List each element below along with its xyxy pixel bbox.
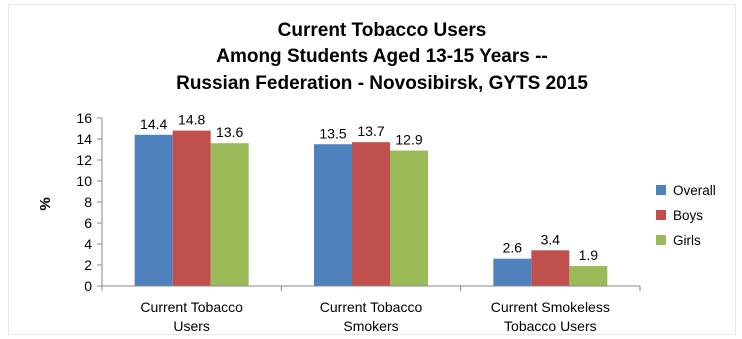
bars (134, 130, 608, 286)
chart-border (8, 4, 736, 335)
bar-girls-2 (390, 150, 428, 286)
legend-swatch-boys (656, 210, 666, 220)
legend-swatch-girls (656, 235, 666, 245)
y-tick-label: 2 (84, 257, 92, 273)
x-category-label: Users (173, 318, 210, 334)
legend: Overall Boys Girls (656, 183, 716, 248)
chart-title-line-2: Among Students Aged 13-15 Years -- (216, 46, 548, 67)
y-tick-label: 14 (76, 131, 92, 147)
bar-girls-1 (210, 143, 249, 286)
bar-boys-3 (531, 250, 570, 286)
data-label-girls-2: 12.9 (395, 132, 422, 148)
legend-label-overall: Overall (673, 183, 716, 198)
y-tick-label: 8 (84, 194, 92, 210)
x-category-label: Current Tobacco (140, 299, 243, 315)
data-label-overall-3: 2.6 (503, 240, 523, 256)
legend-label-boys: Boys (673, 208, 703, 223)
y-axis: 0 2 4 6 8 10 12 14 16% (37, 110, 103, 294)
y-tick-label: 6 (84, 215, 92, 231)
bar-boys-1 (172, 130, 211, 286)
x-category-label: Current Smokeless (491, 299, 610, 315)
data-labels: 14.4 13.5 2.6 14.8 13.7 3.4 13.6 12.9 1.9 (140, 112, 598, 263)
y-axis-title: % (37, 197, 54, 210)
y-tick-label: 10 (76, 173, 92, 189)
y-tick-label: 16 (76, 110, 92, 126)
data-label-girls-3: 1.9 (579, 247, 599, 263)
bar-overall-2 (314, 144, 352, 286)
x-axis: Current Tobacco Users Current Tobacco Smoke… (101, 285, 641, 334)
data-label-girls-1: 13.6 (216, 124, 243, 140)
legend-label-girls: Girls (673, 233, 701, 248)
data-label-boys-2: 13.7 (357, 123, 384, 139)
data-label-boys-1: 14.8 (178, 112, 205, 128)
x-category-label: Smokers (343, 318, 398, 334)
bar-overall-1 (134, 134, 173, 286)
chart-title: Current Tobacco Users Among Students Aged… (176, 20, 588, 94)
y-tick-label: 0 (84, 278, 92, 294)
x-category-label: Tobacco Users (504, 318, 597, 334)
legend-swatch-overall (656, 185, 666, 195)
chart-title-line-1: Current Tobacco Users (278, 20, 487, 41)
y-tick-label: 12 (76, 152, 92, 168)
data-label-overall-1: 14.4 (140, 116, 167, 132)
bar-girls-3 (569, 266, 608, 286)
chart-title-line-3: Russian Federation - Novosibirsk, GYTS 2… (176, 73, 588, 94)
data-label-boys-3: 3.4 (541, 231, 561, 247)
y-tick-label: 4 (84, 236, 92, 252)
data-label-overall-2: 13.5 (319, 125, 346, 141)
bar-overall-3 (493, 258, 532, 286)
bar-boys-2 (352, 142, 390, 286)
x-category-label: Current Tobacco (320, 299, 423, 315)
